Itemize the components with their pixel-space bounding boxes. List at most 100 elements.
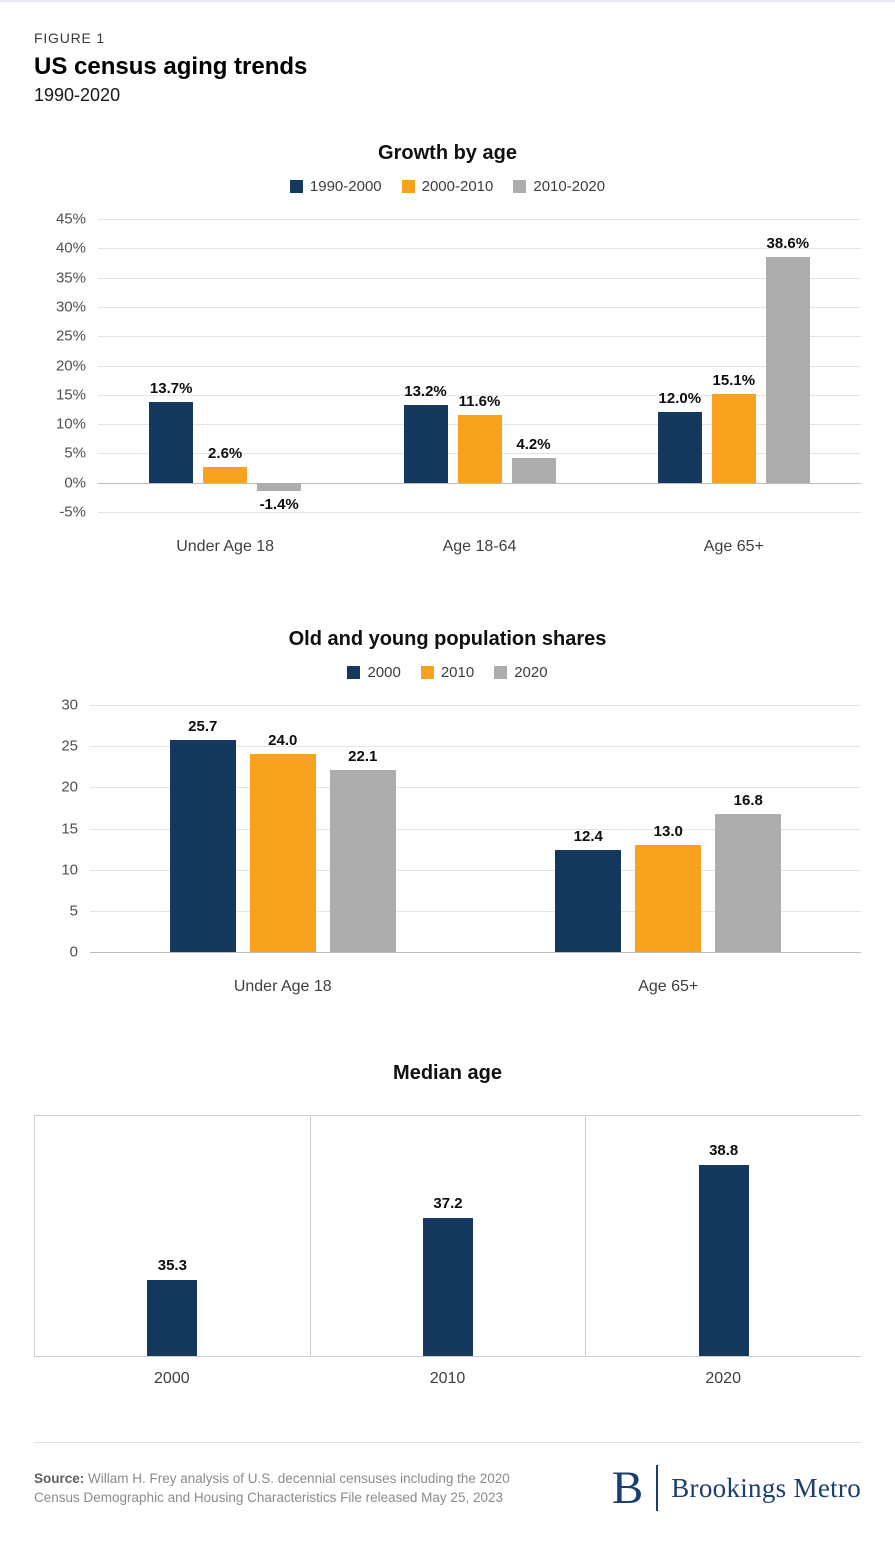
y-axis-tick-label: 10% (55, 415, 86, 433)
y-axis-tick-label: 35% (55, 269, 86, 287)
legend-label: 2000-2010 (421, 178, 494, 195)
bar (555, 849, 622, 952)
category-label: Under Age 18 (176, 538, 275, 555)
bar-value-label: 12.4 (573, 827, 603, 845)
median-age-panel: 38.8 (585, 1116, 861, 1356)
gridline (98, 277, 861, 279)
category-label: Age 18-64 (442, 538, 517, 555)
plot-area: 25.7 24.0 22.1 Under Age 18 12.4 13.0 16.8 Age … (90, 705, 861, 995)
bar (457, 414, 502, 483)
category-label: Age 65+ (703, 538, 764, 555)
bar-value-label: 11.6% (458, 392, 501, 410)
chart-panel-categories: 2000 2010 2020 (34, 1370, 861, 1388)
bar-value-label: 37.2 (433, 1194, 463, 1212)
bar (257, 482, 302, 491)
legend-swatch (401, 180, 415, 193)
figure-footer: Source: Willam H. Frey analysis of U.S. … (34, 1442, 861, 1521)
gridline (98, 336, 861, 338)
gridline (98, 306, 861, 308)
legend-label: 2020 (514, 664, 548, 681)
plot-area: 13.7% 2.6% -1.4% Under Age 18 13.2% 11.6% 4.2%… (98, 219, 861, 555)
gridline (90, 705, 861, 706)
gridline (98, 365, 861, 367)
gridline (90, 787, 861, 789)
bar-value-label: 4.2% (516, 436, 551, 454)
bar (329, 770, 396, 952)
category-label: 2010 (429, 1370, 466, 1387)
y-axis-tick-label: 0 (69, 943, 78, 961)
source-note: Source: Willam H. Frey analysis of U.S. … (34, 1469, 534, 1508)
legend-item: 2000-2010 (401, 178, 494, 195)
bar-value-label: 15.1% (712, 372, 756, 390)
gridline (90, 869, 861, 871)
bar-value-label: 25.7 (188, 718, 218, 736)
legend-label: 1990-2000 (309, 178, 382, 195)
growth-by-age-chart: Growth by age 1990-2000 2000-2010 2010-202… (34, 142, 861, 576)
logo-divider (656, 1465, 659, 1512)
bar (423, 1217, 473, 1356)
legend-swatch (494, 666, 508, 679)
bar-value-label: 35.3 (157, 1257, 187, 1275)
y-axis-tick-label: 10 (61, 861, 78, 879)
y-axis-tick-label: 20 (61, 778, 78, 796)
legend-item: 2000 (347, 664, 401, 681)
y-axis-tick-label: 25 (61, 737, 78, 755)
bar (149, 402, 194, 483)
y-axis-tick-label: 5 (69, 902, 78, 920)
bar (203, 467, 248, 483)
y-axis-tick-label: 25% (55, 327, 86, 345)
category-label: 2020 (705, 1370, 741, 1387)
bar-value-label: 13.2% (404, 383, 447, 401)
category-label: Under Age 18 (233, 978, 332, 995)
gridline (98, 394, 861, 396)
bar-value-label: 12.0% (658, 390, 702, 408)
bar (635, 844, 702, 952)
top-accent-rule (0, 0, 895, 2)
bar-value-label: -1.4% (259, 495, 299, 513)
y-axis-tick-label: 40% (55, 239, 86, 257)
legend-swatch (347, 666, 361, 679)
bar-value-label: 22.1 (348, 748, 378, 766)
bar (698, 1165, 749, 1356)
brookings-b-icon: B (611, 1461, 644, 1514)
source-text: Willam H. Frey analysis of U.S. decennia… (34, 1470, 510, 1506)
bar-value-label: 38.8 (709, 1142, 739, 1160)
y-axis-tick-label: 15 (61, 820, 78, 837)
legend-item: 2010 (420, 664, 475, 681)
chart-title: Old and young population shares (288, 628, 607, 650)
median-age-panel: 37.2 (309, 1116, 586, 1356)
bar (147, 1280, 198, 1356)
legend-label: 2000 (367, 664, 401, 681)
gridline (90, 952, 861, 953)
bar (249, 754, 316, 952)
category-label: 2000 (154, 1370, 190, 1387)
y-axis-tick-label: 30 (61, 696, 78, 714)
bar-value-label: 13.7% (149, 380, 193, 398)
category-label: Age 65+ (638, 978, 699, 995)
bar (403, 405, 448, 483)
y-axis-tick-label: -5% (59, 503, 86, 521)
y-axis-tick-label: 20% (55, 357, 86, 374)
legend-item: 2020 (494, 664, 548, 681)
bar (511, 458, 556, 483)
legend-swatch (513, 180, 527, 193)
bar-value-label: 38.6% (766, 234, 810, 252)
chart-title: Growth by age (378, 142, 517, 164)
gridline (90, 746, 861, 748)
chart-legend: 2000 2010 2020 (34, 664, 861, 681)
chart-panels: 35.3 37.2 38.8 (34, 1115, 861, 1357)
bar-value-label: 24.0 (268, 732, 298, 750)
gridline (98, 482, 861, 484)
legend-item: 2010-2020 (513, 178, 605, 195)
bar (711, 394, 756, 483)
brookings-metro-wordmark: Brookings Metro (671, 1472, 861, 1503)
page-subtitle: 1990-2020 (34, 85, 121, 105)
bar (169, 740, 236, 952)
page-title: US census aging trends (34, 53, 308, 80)
legend-label: 2010 (440, 664, 475, 681)
bar-value-label: 13.0 (653, 822, 683, 840)
figure-header: FIGURE 1 US census aging trends 1990-202… (34, 30, 861, 106)
chart-plot: 13.7% 2.6% -1.4% Under Age 18 13.2% 11.6% 4.2%… (34, 211, 861, 576)
median-age-chart: Median age 35.3 37.2 38.8 2000 2010 2020 (34, 1062, 861, 1388)
